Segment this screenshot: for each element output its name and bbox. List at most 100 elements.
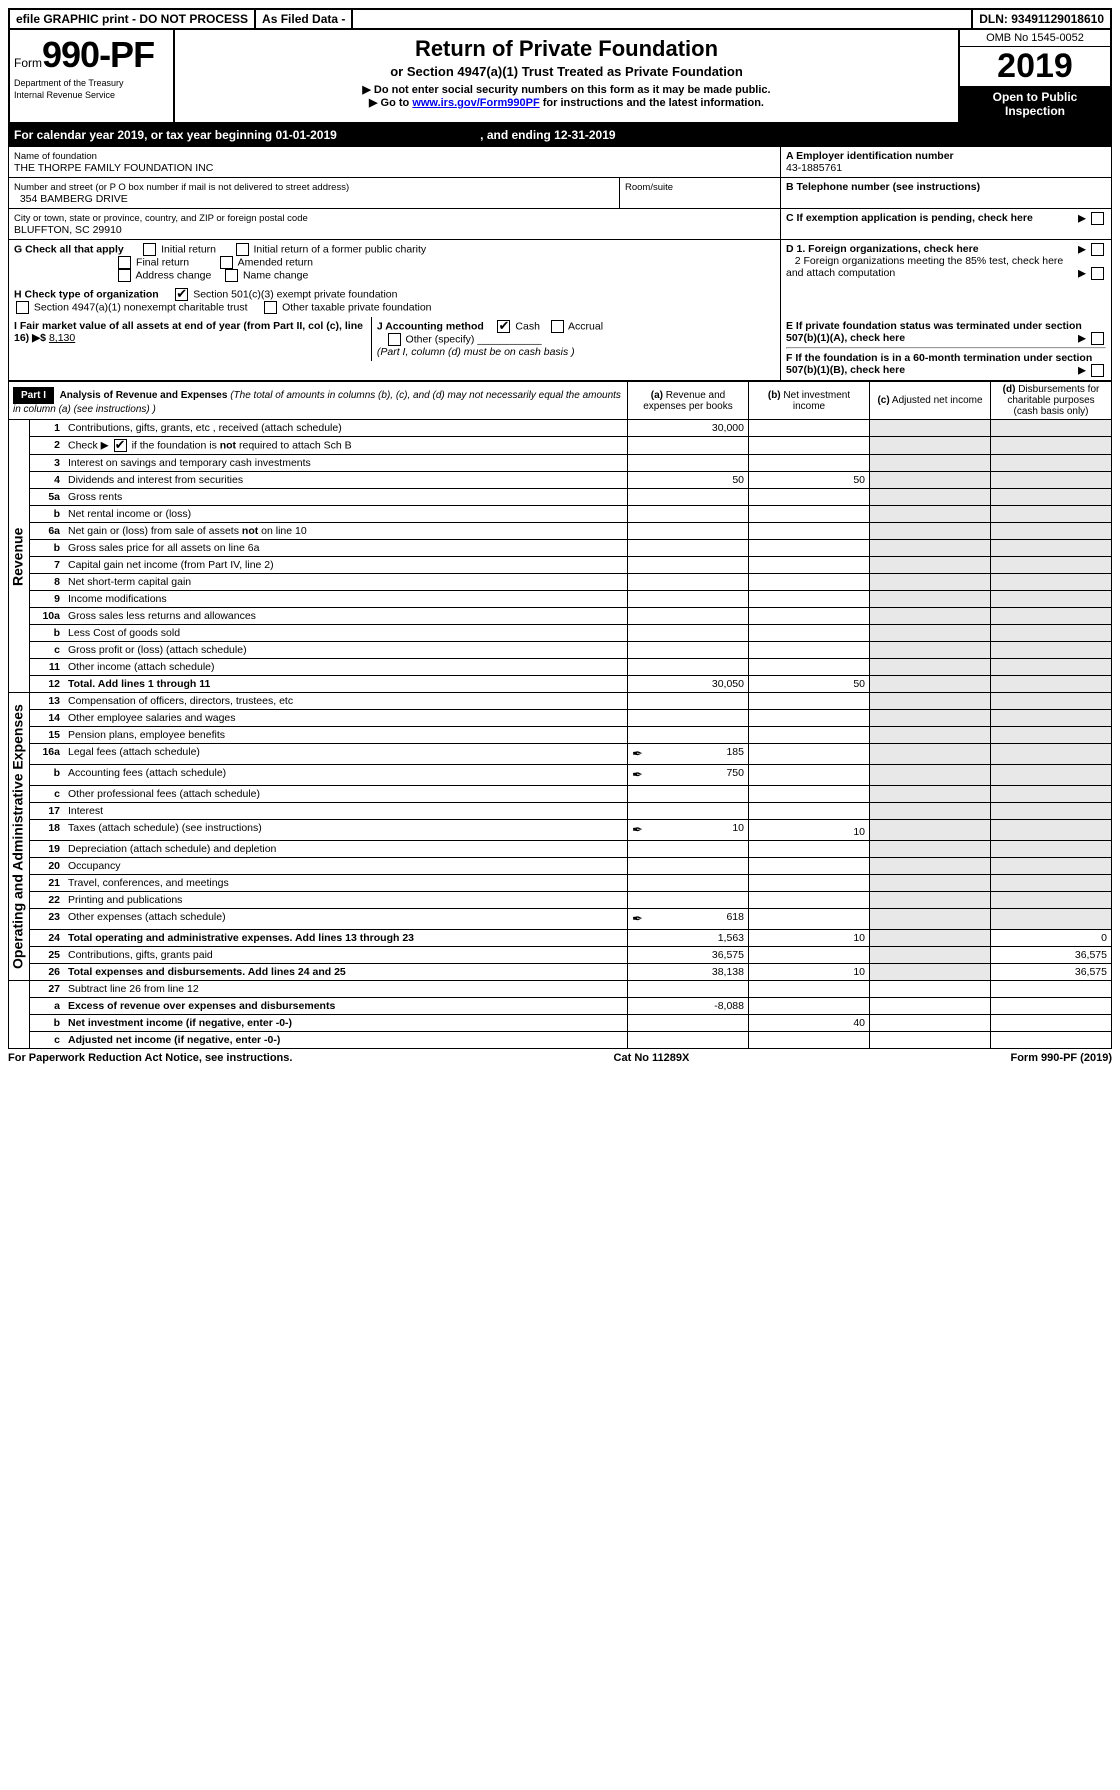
line-val-c: [870, 841, 991, 858]
line-val-dd: [991, 875, 1112, 892]
line-val-b: [749, 727, 870, 744]
line-desc: Printing and publications: [64, 892, 628, 909]
line-val-b: [749, 947, 870, 964]
line-val-c: [870, 909, 991, 930]
line-val-a: [628, 489, 749, 506]
efile-label: efile GRAPHIC print - DO NOT PROCESS: [10, 10, 256, 28]
col-b-header: (b) Net investment income: [749, 382, 870, 420]
irs-link[interactable]: www.irs.gov/Form990PF: [412, 97, 539, 109]
h-opt-2: Section 4947(a)(1) nonexempt charitable …: [34, 301, 248, 313]
line-number: 19: [30, 841, 65, 858]
line-desc: Income modifications: [64, 591, 628, 608]
j-accrual-checkbox[interactable]: [551, 320, 564, 333]
j-label: J Accounting method: [377, 320, 484, 332]
calendar-year-begin: For calendar year 2019, or tax year begi…: [14, 128, 337, 142]
form-sub2b: ▶ Go to: [369, 97, 412, 109]
line-val-b: [749, 625, 870, 642]
line-val-a: 30,050: [628, 676, 749, 693]
line-val-c: [870, 574, 991, 591]
line-number: 24: [30, 930, 65, 947]
city-value: BLUFFTON, SC 29910: [14, 224, 122, 236]
line-val-a: [628, 574, 749, 591]
line-val-a: 36,575: [628, 947, 749, 964]
i-value: 8,130: [49, 332, 75, 344]
line-desc: Accounting fees (attach schedule): [64, 765, 628, 786]
line-val-c: [870, 455, 991, 472]
col-d-header: (d) Disbursements for charitable purpose…: [991, 382, 1112, 420]
g-opt-0: Initial return: [161, 243, 216, 255]
line-val-b: [749, 693, 870, 710]
line-val-a: [628, 659, 749, 676]
line-val-dd: [991, 841, 1112, 858]
line-val-dd: [991, 437, 1112, 455]
line-desc: Total. Add lines 1 through 11: [64, 676, 628, 693]
j-cash-label: Cash: [515, 320, 540, 332]
line-desc: Interest: [64, 803, 628, 820]
dept-line-1: Department of the Treasury: [14, 78, 169, 88]
line-val-c: [870, 591, 991, 608]
line-number: 5a: [30, 489, 65, 506]
g-opt-5: Name change: [243, 269, 308, 281]
line-number: c: [30, 786, 65, 803]
d1-checkbox[interactable]: [1091, 243, 1104, 256]
addr-label: Number and street (or P O box number if …: [14, 182, 349, 193]
line-val-c: [870, 765, 991, 786]
line-val-dd: [991, 981, 1112, 998]
line-val-b: [749, 540, 870, 557]
line-desc: Less Cost of goods sold: [64, 625, 628, 642]
line-val-b: 40: [749, 1015, 870, 1032]
part1-label: Part I: [13, 387, 54, 404]
line-val-b: [749, 803, 870, 820]
line-desc: Gross rents: [64, 489, 628, 506]
line-number: c: [30, 642, 65, 659]
h-4947-checkbox[interactable]: [16, 301, 29, 314]
f-checkbox[interactable]: [1091, 364, 1104, 377]
g-amended-return-checkbox[interactable]: [220, 256, 233, 269]
line-val-c: [870, 964, 991, 981]
line-val-b: [749, 786, 870, 803]
tax-year: 2019: [960, 47, 1110, 86]
line-desc: Net investment income (if negative, ente…: [64, 1015, 628, 1032]
g-initial-return-checkbox[interactable]: [143, 243, 156, 256]
line-number: c: [30, 1032, 65, 1049]
j-cash-checkbox[interactable]: [497, 320, 510, 333]
c-checkbox[interactable]: [1091, 212, 1104, 225]
g-name-change-checkbox[interactable]: [225, 269, 238, 282]
d1-label: D 1. Foreign organizations, check here: [786, 243, 979, 255]
line-val-dd: [991, 506, 1112, 523]
line-val-b: [749, 523, 870, 540]
line-val-b: 50: [749, 676, 870, 693]
line-val-b: [749, 489, 870, 506]
h-501c3-checkbox[interactable]: [175, 288, 188, 301]
line-val-b: [749, 998, 870, 1015]
line-desc: Gross sales price for all assets on line…: [64, 540, 628, 557]
g-former-charity-checkbox[interactable]: [236, 243, 249, 256]
line-val-a: [628, 858, 749, 875]
as-filed-label: As Filed Data -: [256, 10, 353, 28]
g-final-return-checkbox[interactable]: [118, 256, 131, 269]
j-other-checkbox[interactable]: [388, 333, 401, 346]
line-val-a: [628, 642, 749, 659]
line-val-b: [749, 437, 870, 455]
line-val-b: [749, 710, 870, 727]
line-desc: Capital gain net income (from Part IV, l…: [64, 557, 628, 574]
line-number: b: [30, 540, 65, 557]
line-val-c: [870, 744, 991, 765]
g-opt-4: Address change: [135, 269, 211, 281]
j-note: (Part I, column (d) must be on cash basi…: [377, 346, 575, 358]
phone-label: B Telephone number (see instructions): [786, 181, 980, 193]
line-val-a: [628, 710, 749, 727]
line-val-c: [870, 892, 991, 909]
g-address-change-checkbox[interactable]: [118, 269, 131, 282]
line-val-b: [749, 659, 870, 676]
h-other-taxable-checkbox[interactable]: [264, 301, 277, 314]
line-val-dd: [991, 744, 1112, 765]
line-val-c: [870, 998, 991, 1015]
line-val-b: [749, 455, 870, 472]
line-desc: Subtract line 26 from line 12: [64, 981, 628, 998]
line-val-c: [870, 659, 991, 676]
line-number: 8: [30, 574, 65, 591]
d2-checkbox[interactable]: [1091, 267, 1104, 280]
g-opt-2: Final return: [136, 256, 189, 268]
e-checkbox[interactable]: [1091, 332, 1104, 345]
